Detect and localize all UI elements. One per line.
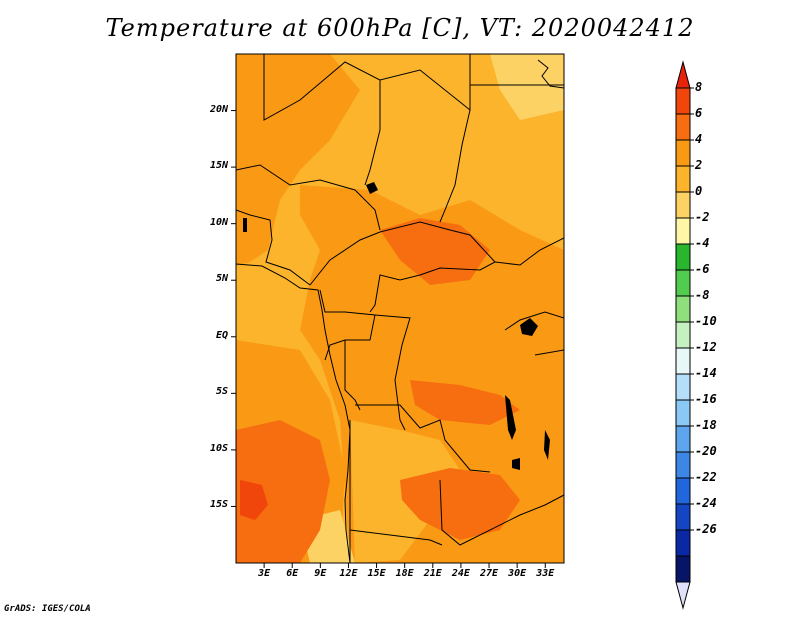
longitude-label: 27E [479,568,499,579]
longitude-ticks [263,563,546,568]
colorbar-label: -22 [695,470,717,484]
colorbar-label: 0 [695,184,703,198]
latitude-label: 15N [209,160,228,172]
lake-chad [366,182,378,194]
latitude-label: 10S [209,442,228,454]
field-region-6-8 [380,218,490,285]
lakes [243,182,550,470]
field-patch-2-4 [330,100,460,190]
colorbar-swatch [675,503,691,531]
map-frame [235,53,565,564]
latitude-label: 15S [209,499,228,511]
field-region-4-6 [236,54,360,266]
colorbar-label: -2 [695,210,710,224]
lake-mweru [512,458,520,470]
colorbar-swatch [675,529,691,557]
border-line [236,209,311,286]
colorbar-label: -14 [695,366,717,380]
colorbar-swatch [675,191,691,219]
lake-malawi [544,430,550,460]
grads-credit: GrADS: IGES/COLA [4,604,91,614]
border-line [263,54,381,186]
colorbar-swatch [675,451,691,479]
longitude-label: 21E [423,568,442,579]
colorbar-swatch [675,165,691,193]
border-line [439,479,564,546]
border-line [374,314,411,431]
temperature-field [236,54,564,563]
longitude-label: 15E [367,568,386,579]
border-line [494,237,564,266]
colorbar-label: -6 [695,262,710,276]
border-line [236,164,381,231]
colorbar-label: -20 [695,444,717,458]
longitude-label: 30E [508,568,527,579]
field-region-8-plus [240,480,268,520]
country-borders [236,54,564,563]
border-line [504,311,564,331]
latitude-label: 5N [215,273,228,285]
colorbar-label: -24 [695,496,717,510]
field-region-6-8 [236,420,330,563]
colorbar-swatch [675,269,691,297]
lake-volta [243,218,247,232]
border-line [379,54,471,112]
colorbar-swatch [675,373,691,401]
border-line [355,404,491,473]
lake-tanganyika [505,395,516,440]
colorbar-swatch [675,555,691,583]
colorbar-swatch [675,295,691,323]
colorbar-bottom-arrow [675,581,691,610]
colorbar-swatch [675,399,691,427]
colorbar-top-arrow [675,60,691,89]
latitude-label: 20N [209,103,228,115]
colorbar-swatch [675,139,691,167]
coastline-west [236,263,351,563]
colorbar-swatch [675,113,691,141]
chart-title: Temperature at 600hPa [C], VT: 202004241… [105,14,695,42]
field-patch-2-4 [236,262,290,336]
colorbar-swatch [675,243,691,271]
longitude-label: 9E [314,568,327,579]
latitude-label: 5S [215,386,228,398]
colorbar-label: -4 [695,236,710,250]
colorbar-label: 6 [695,106,703,120]
colorbar-label: 2 [695,158,703,172]
field-region-6-8 [410,380,520,425]
border-line [439,109,471,223]
longitude-label: 24E [451,568,470,579]
colorbar-swatch [675,425,691,453]
colorbar-label: -18 [695,418,717,432]
longitude-label: 12E [339,568,358,579]
colorbar-label: -16 [695,392,717,406]
longitude-label: 18E [395,568,414,579]
border-line [319,289,376,361]
latitude-label: EQ [215,329,228,341]
longitude-label: 33E [536,568,555,579]
longitude-label: 6E [286,568,299,579]
colorbar-swatch [675,477,691,505]
colorbar-label: -12 [695,340,717,354]
latitude-ticks [231,110,236,507]
colorbar [675,60,694,610]
longitude-label: 3E [258,568,271,579]
colorbar-label: 4 [695,132,703,146]
latitude-label: 10N [209,216,228,228]
coastline-east-sea [537,59,564,89]
colorbar-label: -26 [695,522,717,536]
field-region-6-8 [400,468,520,540]
colorbar-swatch [675,321,691,349]
colorbar-swatch [675,87,691,115]
coastline [236,59,564,563]
border-line [534,349,564,356]
lake-victoria [520,318,538,336]
colorbar-swatch [675,217,691,245]
border-line [349,529,443,546]
colorbar-label: -10 [695,314,717,328]
colorbar-label: 8 [695,80,703,94]
colorbar-swatch [675,347,691,375]
colorbar-label: -8 [695,288,710,302]
